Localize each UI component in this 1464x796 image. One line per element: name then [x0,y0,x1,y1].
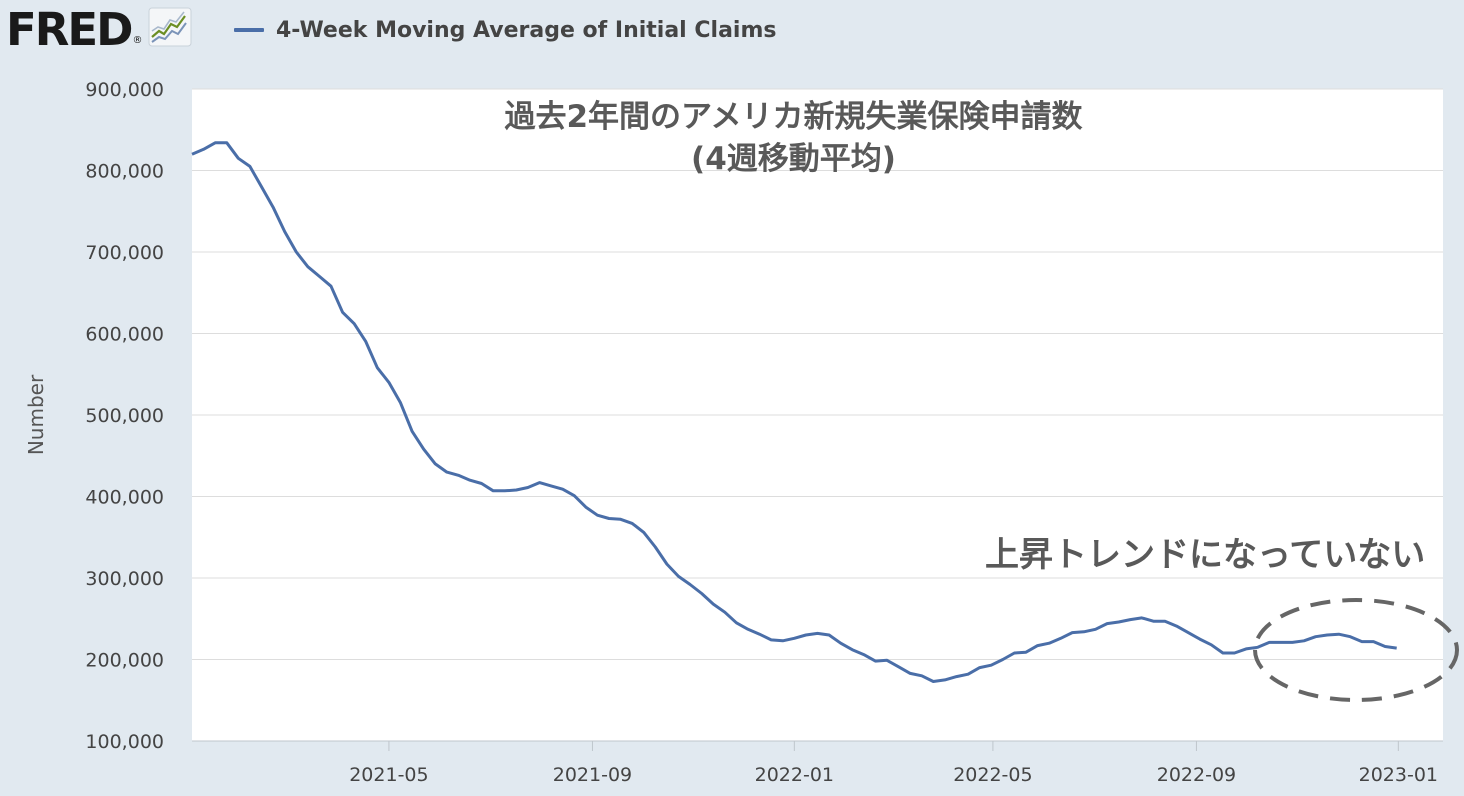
y-tick-label: 700,000 [85,242,164,264]
y-tick-label: 600,000 [85,324,164,346]
legend-label: 4-Week Moving Average of Initial Claims [276,17,777,43]
chart-title: 過去2年間のアメリカ新規失業保険申請数 [504,99,1082,135]
registered-mark: ® [132,35,143,46]
y-tick-label: 200,000 [85,650,164,672]
y-tick-label: 900,000 [85,79,164,101]
fred-logo: FRED [6,2,133,56]
x-axis: 2021-05 2021-09 2022-01 2022-05 2022-09 2023-… [192,740,1443,786]
chart-trend-icon [148,7,192,51]
x-tick-label: 2023-01 [1359,764,1438,786]
y-axis: 100,000 200,000 300,000 400,000 500,000 600,0… [85,79,164,753]
legend-swatch [234,28,264,32]
x-tick-label: 2022-09 [1157,764,1236,786]
x-tick-label: 2021-09 [553,764,632,786]
y-tick-label: 400,000 [85,487,164,509]
legend: 4-Week Moving Average of Initial Claims [234,14,776,46]
y-tick-label: 500,000 [85,405,164,427]
y-tick-label: 100,000 [85,731,164,753]
x-tick-label: 2022-01 [755,764,834,786]
annotation-text: 上昇トレンドになっていない [985,535,1425,575]
series-line [191,141,1397,683]
annotation-ellipse [1253,598,1459,702]
chart-subtitle: (4週移動平均) [691,141,896,177]
x-tick-label: 2022-05 [953,764,1032,786]
y-tick-label: 300,000 [85,568,164,590]
y-tick-label: 800,000 [85,161,164,183]
fred-brand[interactable]: FRED ® [6,4,192,54]
x-tick-label: 2021-05 [349,764,428,786]
